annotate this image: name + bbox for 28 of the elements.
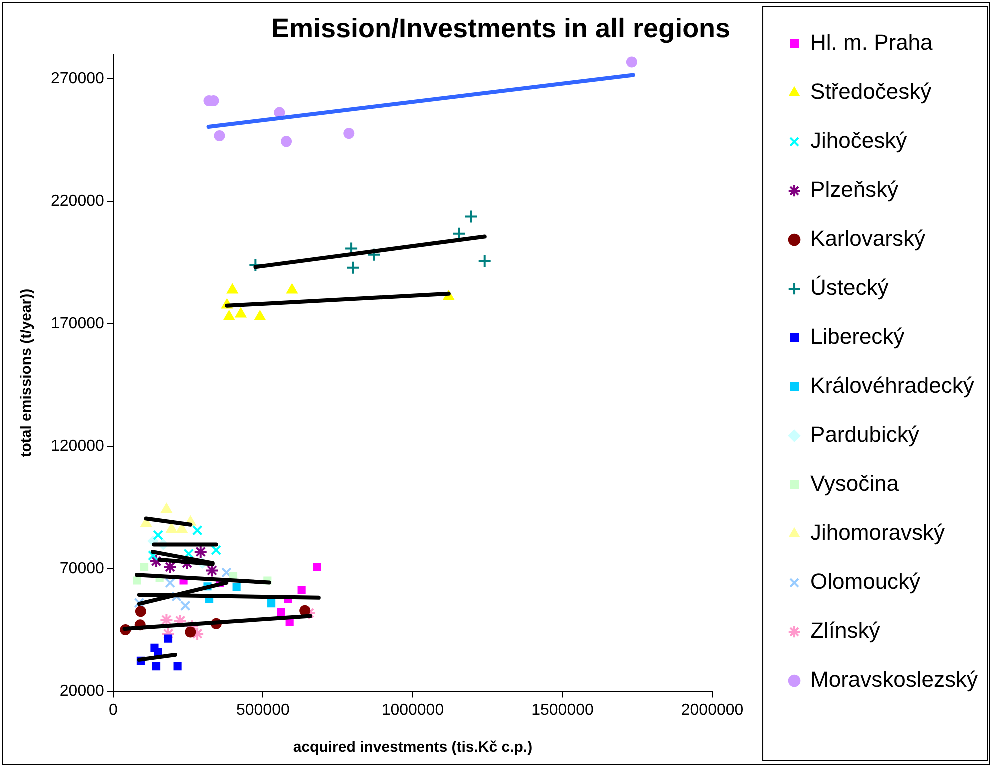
legend-label: Plzeňský — [810, 177, 899, 202]
legend-label: Královéhradecký — [810, 373, 974, 398]
legend-label: Vysočina — [810, 471, 900, 496]
x-tick-label: 1000000 — [382, 702, 444, 719]
x-tick-label: 0 — [108, 702, 118, 719]
x-tick-label: 500000 — [236, 702, 290, 719]
y-tick-label: 220000 — [51, 192, 104, 210]
chart-title: Emission/Investments in all regions — [271, 14, 731, 44]
y-axis-title: total emissions (t/year)) — [18, 288, 36, 458]
legend-label: Jihočeský — [810, 128, 908, 154]
legend-label: Hl. m. Praha — [810, 30, 934, 56]
x-tick-label: 2000000 — [681, 702, 744, 719]
legend-label: Liberecký — [810, 324, 905, 350]
legend-label: Pardubický — [810, 422, 920, 448]
legend-label: Moravskoslezský — [810, 667, 978, 692]
legend-label: Karlovarský — [810, 226, 926, 252]
y-tick-label: 70000 — [60, 560, 104, 578]
y-tick-label: 120000 — [51, 438, 104, 456]
legend-label: Jihomoravský — [810, 520, 946, 546]
x-tick-label: 1500000 — [532, 702, 594, 719]
y-tick-label: 20000 — [60, 683, 104, 700]
legend-label: Středočeský — [810, 79, 932, 104]
y-tick-label: 270000 — [51, 70, 104, 88]
legend-label: Ústecký — [810, 275, 889, 300]
legend-label: Olomoucký — [810, 569, 921, 594]
y-tick-label: 170000 — [51, 315, 104, 332]
legend-label: Zlínský — [810, 618, 880, 644]
x-axis-title: acquired investments (tis.Kč c.p.) — [293, 739, 533, 756]
